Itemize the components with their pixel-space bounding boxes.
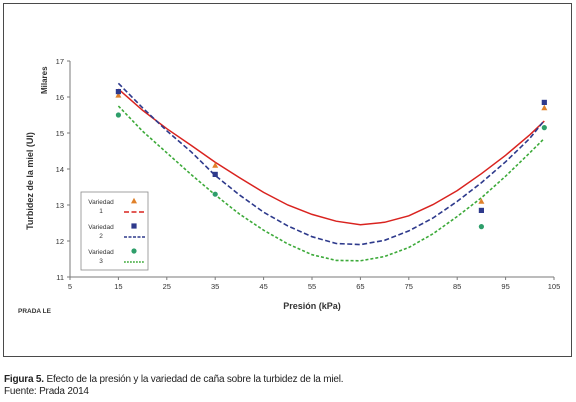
x-tick-label: 5 xyxy=(68,282,72,291)
data-point-series-2 xyxy=(212,171,218,177)
fit-curve-2 xyxy=(117,82,545,246)
fit-curve-1 xyxy=(117,88,545,226)
caption-text: Efecto de la presión y la variedad de ca… xyxy=(46,374,344,385)
x-tick-label: 75 xyxy=(405,282,413,291)
figure-frame: 11 12 13 14 15 16 17 5 15 25 35 45 55 65 75 85 95 105 Mila… xyxy=(3,3,572,357)
x-tick-label: 55 xyxy=(308,282,316,291)
y-tick-label: 16 xyxy=(56,93,64,102)
data-point-series-3 xyxy=(541,125,547,131)
legend-label-1: Variedad xyxy=(88,199,114,206)
y-tick-label: 12 xyxy=(56,237,64,246)
y-tick-label: 17 xyxy=(56,57,64,66)
data-point-series-2 xyxy=(541,99,547,105)
data-point-series-3 xyxy=(478,224,484,230)
watermark-text: PRADA LE xyxy=(18,308,52,315)
x-tick-label: 105 xyxy=(548,282,561,291)
figure-source: Fuente: Prada 2014 xyxy=(4,386,89,397)
legend-number-2: 2 xyxy=(99,233,103,240)
y-tick-label: 13 xyxy=(56,201,64,210)
data-point-series-3 xyxy=(212,191,218,197)
legend-number-1: 1 xyxy=(99,208,103,215)
data-point-series-2 xyxy=(478,207,484,213)
data-point-series-1 xyxy=(115,92,122,98)
x-axis-title: Presión (kPa) xyxy=(283,301,341,311)
legend-marker-2 xyxy=(131,223,137,229)
x-tick-label: 35 xyxy=(211,282,219,291)
y-tick-label: 11 xyxy=(56,273,64,282)
x-tick-label: 25 xyxy=(163,282,171,291)
data-point-series-3 xyxy=(115,112,121,118)
y-unit-label: Milares xyxy=(40,66,49,94)
legend-number-3: 3 xyxy=(99,258,103,265)
x-tick-label: 15 xyxy=(114,282,122,291)
legend-marker-1 xyxy=(131,197,137,204)
x-tick-label: 85 xyxy=(453,282,461,291)
data-point-series-1 xyxy=(478,198,485,204)
legend-marker-3 xyxy=(131,248,137,254)
caption-label: Figura 5. xyxy=(4,374,44,385)
figure-caption: Figura 5. Efecto de la presión y la vari… xyxy=(4,374,344,386)
data-point-series-2 xyxy=(115,89,121,95)
legend-label-3: Variedad xyxy=(88,249,114,256)
legend-box xyxy=(80,191,149,271)
data-point-series-1 xyxy=(212,162,219,168)
y-tick-label: 15 xyxy=(56,129,64,138)
y-tick-label: 14 xyxy=(56,165,64,174)
y-axis-title: Turbidez de la miel (UI) xyxy=(25,132,35,230)
legend-label-2: Variedad xyxy=(88,224,114,231)
fit-curve-3 xyxy=(117,105,545,262)
data-point-series-1 xyxy=(541,104,548,111)
x-tick-label: 65 xyxy=(356,282,364,291)
x-tick-label: 95 xyxy=(501,282,509,291)
x-tick-label: 45 xyxy=(259,282,267,291)
